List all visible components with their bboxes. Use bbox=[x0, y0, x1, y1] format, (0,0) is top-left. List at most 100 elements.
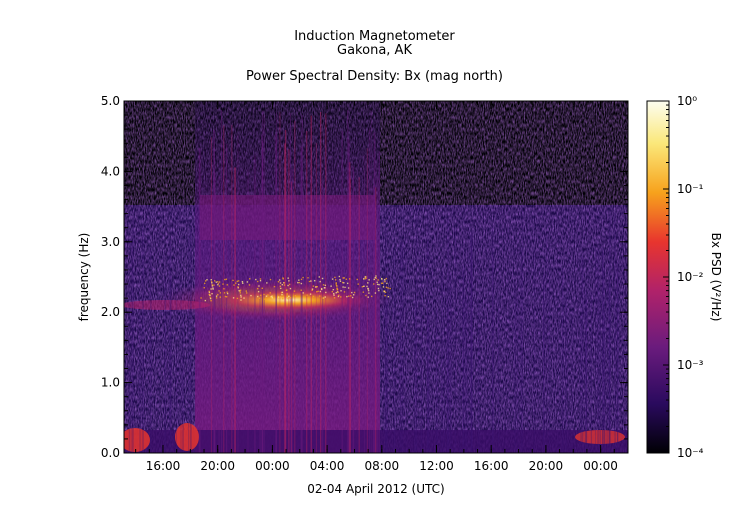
band-speckle bbox=[330, 285, 332, 287]
band-speckle bbox=[381, 278, 383, 280]
band-speckle bbox=[211, 284, 213, 286]
band-speckle bbox=[335, 284, 338, 287]
band-speckle bbox=[210, 288, 212, 290]
band-speckle bbox=[257, 290, 260, 293]
band-speckle bbox=[308, 280, 311, 283]
band-speckle bbox=[302, 276, 304, 279]
band-speckle bbox=[222, 283, 224, 285]
band-speckle bbox=[224, 295, 227, 298]
band-speckle bbox=[211, 292, 213, 295]
band-speckle bbox=[320, 287, 323, 290]
band-speckle bbox=[237, 280, 240, 282]
band-speckle bbox=[367, 282, 369, 284]
spectrogram-image bbox=[124, 101, 628, 453]
y-tick-label: 3.0 bbox=[101, 235, 120, 249]
band-speckle bbox=[287, 277, 289, 279]
band-speckle bbox=[245, 290, 247, 292]
band-speckle bbox=[250, 294, 252, 297]
band-speckle bbox=[211, 285, 214, 287]
band-speckle bbox=[218, 281, 221, 283]
x-axis-label: 02-04 April 2012 (UTC) bbox=[307, 482, 444, 496]
band-speckle bbox=[243, 297, 245, 299]
band-speckle bbox=[219, 292, 221, 294]
band-speckle bbox=[203, 287, 205, 289]
y-tick-label: 2.0 bbox=[101, 305, 120, 319]
colorbar-tick-label: 10⁻¹ bbox=[677, 182, 704, 196]
band-speckle bbox=[375, 275, 377, 277]
band-speckle bbox=[258, 285, 260, 287]
colorbar-tick-label: 10⁻³ bbox=[677, 358, 704, 372]
band-speckle bbox=[383, 279, 386, 281]
plot-frame bbox=[123, 100, 629, 454]
band-speckle bbox=[316, 291, 318, 293]
band-speckle bbox=[210, 299, 212, 302]
band-speckle bbox=[341, 281, 344, 284]
band-speckle bbox=[384, 294, 386, 297]
band-speckle bbox=[337, 291, 339, 293]
x-tick-label: 12:00 bbox=[419, 459, 454, 473]
band-speckle bbox=[283, 282, 285, 284]
band-speckle bbox=[238, 289, 240, 292]
band-speckle bbox=[212, 288, 214, 290]
band-speckle bbox=[218, 285, 221, 287]
x-tick-label: 16:00 bbox=[474, 459, 509, 473]
band-speckle bbox=[338, 294, 340, 297]
band-speckle bbox=[204, 280, 207, 282]
band-speckle bbox=[286, 293, 288, 295]
band-speckle bbox=[364, 276, 366, 278]
band-speckle bbox=[239, 292, 241, 294]
chart-title-line1: Induction Magnetometer bbox=[294, 29, 455, 44]
band-speckle bbox=[287, 297, 289, 300]
band-speckle bbox=[288, 280, 290, 282]
band-speckle bbox=[215, 297, 218, 299]
band-speckle bbox=[277, 281, 280, 283]
band-speckle bbox=[377, 279, 379, 281]
band-speckle bbox=[313, 279, 316, 282]
band-speckle bbox=[367, 296, 369, 298]
band-speckle bbox=[215, 295, 218, 297]
band-speckle bbox=[363, 285, 365, 288]
band-speckle bbox=[236, 280, 238, 283]
band-speckle bbox=[336, 289, 339, 291]
band-speckle bbox=[271, 295, 273, 297]
band-speckle bbox=[339, 280, 342, 282]
band-speckle bbox=[281, 291, 284, 294]
band-speckle bbox=[331, 290, 334, 293]
band-speckle bbox=[256, 287, 259, 290]
band-speckle bbox=[335, 292, 337, 294]
band-speckle bbox=[300, 282, 303, 285]
x-tick-label: 00:00 bbox=[255, 459, 290, 473]
y-tick-label: 5.0 bbox=[101, 94, 120, 108]
band-speckle bbox=[306, 294, 308, 296]
band-speckle bbox=[271, 297, 274, 299]
band-speckle bbox=[376, 281, 378, 283]
colorbar-tick-label: 10⁰ bbox=[677, 94, 697, 108]
band-speckle bbox=[331, 278, 334, 280]
band-speckle bbox=[283, 284, 286, 286]
band-speckle bbox=[282, 298, 284, 300]
band-speckle bbox=[311, 289, 313, 291]
y-tick-label: 0.0 bbox=[101, 446, 120, 460]
band-speckle bbox=[321, 288, 323, 291]
band-speckle bbox=[322, 284, 325, 286]
band-speckle bbox=[353, 291, 356, 294]
band-speckle bbox=[258, 297, 261, 299]
band-speckle bbox=[300, 289, 302, 291]
band-speckle bbox=[281, 283, 284, 286]
band-speckle bbox=[342, 277, 344, 279]
band-speckle bbox=[321, 277, 324, 280]
band-speckle bbox=[226, 284, 228, 286]
band-speckle bbox=[204, 282, 206, 285]
band-speckle bbox=[208, 291, 211, 294]
band-speckle bbox=[310, 280, 312, 282]
band-speckle bbox=[280, 291, 283, 294]
band-speckle bbox=[367, 288, 369, 290]
band-speckle bbox=[339, 278, 341, 281]
band-speckle bbox=[350, 295, 352, 297]
band-speckle bbox=[323, 287, 326, 289]
band-speckle bbox=[351, 291, 353, 294]
band-speckle bbox=[239, 289, 242, 291]
band-speckle bbox=[218, 290, 220, 292]
band-speckle bbox=[277, 296, 280, 298]
band-speckle bbox=[289, 297, 292, 299]
